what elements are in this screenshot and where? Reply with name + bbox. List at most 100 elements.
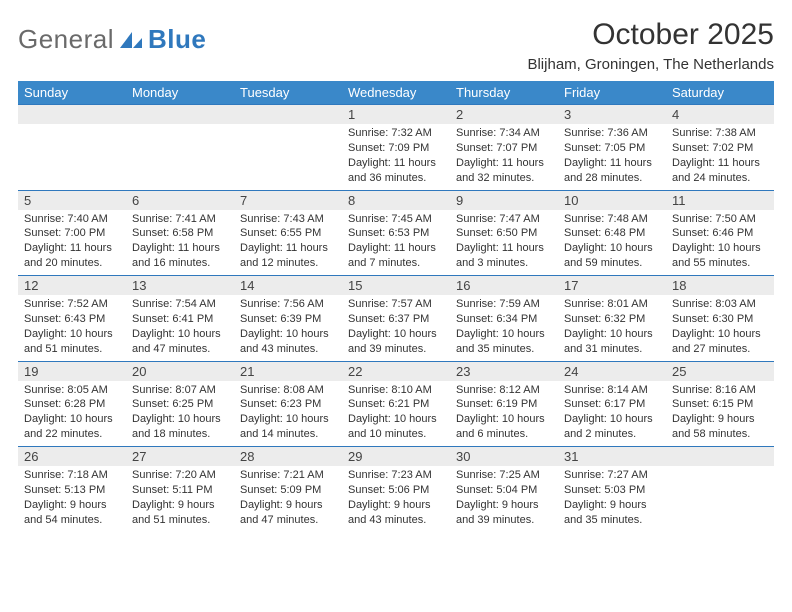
day-cell: Sunrise: 7:36 AMSunset: 7:05 PMDaylight:… [558,124,666,190]
sunset-text: Sunset: 5:04 PM [456,483,552,498]
sunrise-text: Sunrise: 7:36 AM [564,126,660,141]
day-number: 15 [342,276,450,295]
day-number-cell [666,447,774,467]
page-title: October 2025 [527,18,774,52]
weekday-header: Sunday [18,81,126,105]
day-number: 9 [450,191,558,210]
sunrise-text: Sunrise: 7:27 AM [564,468,660,483]
daylight-text: Daylight: 10 hours and 47 minutes. [132,327,228,357]
day-number-cell: 19 [18,361,126,381]
sunrise-text: Sunrise: 7:40 AM [24,212,120,227]
day-cell [18,124,126,190]
sunset-text: Sunset: 6:19 PM [456,397,552,412]
day-number: 28 [234,447,342,466]
day-cell: Sunrise: 7:34 AMSunset: 7:07 PMDaylight:… [450,124,558,190]
daylight-text: Daylight: 9 hours and 54 minutes. [24,498,120,528]
day-cell: Sunrise: 7:52 AMSunset: 6:43 PMDaylight:… [18,295,126,361]
daylight-text: Daylight: 10 hours and 14 minutes. [240,412,336,442]
day-number: 16 [450,276,558,295]
sunset-text: Sunset: 6:28 PM [24,397,120,412]
day-number: 30 [450,447,558,466]
sunrise-text: Sunrise: 8:07 AM [132,383,228,398]
day-cell: Sunrise: 7:57 AMSunset: 6:37 PMDaylight:… [342,295,450,361]
sunset-text: Sunset: 6:50 PM [456,226,552,241]
day-number: 10 [558,191,666,210]
daylight-text: Daylight: 11 hours and 3 minutes. [456,241,552,271]
logo-sail-icon [118,30,144,50]
sunset-text: Sunset: 7:09 PM [348,141,444,156]
sunset-text: Sunset: 6:37 PM [348,312,444,327]
day-number-cell: 21 [234,361,342,381]
sunrise-text: Sunrise: 8:05 AM [24,383,120,398]
day-cell: Sunrise: 8:10 AMSunset: 6:21 PMDaylight:… [342,381,450,447]
sunset-text: Sunset: 5:03 PM [564,483,660,498]
daylight-text: Daylight: 10 hours and 22 minutes. [24,412,120,442]
sunrise-text: Sunrise: 7:21 AM [240,468,336,483]
day-number-cell: 8 [342,190,450,210]
daylight-text: Daylight: 10 hours and 59 minutes. [564,241,660,271]
day-cell: Sunrise: 7:18 AMSunset: 5:13 PMDaylight:… [18,466,126,536]
daylight-text: Daylight: 10 hours and 10 minutes. [348,412,444,442]
daylight-text: Daylight: 10 hours and 6 minutes. [456,412,552,442]
day-number: 17 [558,276,666,295]
sunrise-text: Sunrise: 8:01 AM [564,297,660,312]
day-number: 2 [450,105,558,124]
sunset-text: Sunset: 5:09 PM [240,483,336,498]
weekday-header: Tuesday [234,81,342,105]
sunset-text: Sunset: 6:39 PM [240,312,336,327]
day-number: 14 [234,276,342,295]
daylight-text: Daylight: 10 hours and 31 minutes. [564,327,660,357]
day-number-cell [234,105,342,125]
daylight-text: Daylight: 10 hours and 35 minutes. [456,327,552,357]
sunset-text: Sunset: 6:15 PM [672,397,768,412]
day-number-cell: 10 [558,190,666,210]
day-cell [126,124,234,190]
day-number-cell: 13 [126,276,234,296]
day-cell: Sunrise: 8:05 AMSunset: 6:28 PMDaylight:… [18,381,126,447]
day-cell: Sunrise: 7:41 AMSunset: 6:58 PMDaylight:… [126,210,234,276]
day-number: 7 [234,191,342,210]
day-cell: Sunrise: 8:01 AMSunset: 6:32 PMDaylight:… [558,295,666,361]
day-number-cell: 16 [450,276,558,296]
day-cell: Sunrise: 7:21 AMSunset: 5:09 PMDaylight:… [234,466,342,536]
day-number-cell: 20 [126,361,234,381]
day-number: 25 [666,362,774,381]
day-cell: Sunrise: 7:50 AMSunset: 6:46 PMDaylight:… [666,210,774,276]
sunrise-text: Sunrise: 7:48 AM [564,212,660,227]
sunset-text: Sunset: 6:17 PM [564,397,660,412]
day-cell: Sunrise: 8:12 AMSunset: 6:19 PMDaylight:… [450,381,558,447]
day-cell: Sunrise: 7:56 AMSunset: 6:39 PMDaylight:… [234,295,342,361]
day-number: 8 [342,191,450,210]
sunrise-text: Sunrise: 7:50 AM [672,212,768,227]
day-cell: Sunrise: 8:03 AMSunset: 6:30 PMDaylight:… [666,295,774,361]
sunset-text: Sunset: 6:25 PM [132,397,228,412]
day-cell: Sunrise: 8:07 AMSunset: 6:25 PMDaylight:… [126,381,234,447]
sunrise-text: Sunrise: 7:38 AM [672,126,768,141]
daylight-text: Daylight: 11 hours and 24 minutes. [672,156,768,186]
day-cell: Sunrise: 7:32 AMSunset: 7:09 PMDaylight:… [342,124,450,190]
day-cell: Sunrise: 8:16 AMSunset: 6:15 PMDaylight:… [666,381,774,447]
day-number-cell: 22 [342,361,450,381]
sunrise-text: Sunrise: 7:57 AM [348,297,444,312]
day-cell: Sunrise: 7:59 AMSunset: 6:34 PMDaylight:… [450,295,558,361]
day-number: 18 [666,276,774,295]
sunset-text: Sunset: 5:06 PM [348,483,444,498]
sunrise-text: Sunrise: 7:54 AM [132,297,228,312]
sunset-text: Sunset: 7:02 PM [672,141,768,156]
sunset-text: Sunset: 6:41 PM [132,312,228,327]
day-number-cell: 31 [558,447,666,467]
day-number-cell: 24 [558,361,666,381]
daylight-text: Daylight: 9 hours and 51 minutes. [132,498,228,528]
sunrise-text: Sunrise: 8:14 AM [564,383,660,398]
day-number: 6 [126,191,234,210]
day-number-cell: 17 [558,276,666,296]
sunset-text: Sunset: 7:00 PM [24,226,120,241]
day-cell: Sunrise: 7:20 AMSunset: 5:11 PMDaylight:… [126,466,234,536]
day-cell: Sunrise: 7:23 AMSunset: 5:06 PMDaylight:… [342,466,450,536]
calendar-body: 1234Sunrise: 7:32 AMSunset: 7:09 PMDayli… [18,105,774,537]
day-number: 31 [558,447,666,466]
daylight-text: Daylight: 10 hours and 51 minutes. [24,327,120,357]
day-number-cell: 28 [234,447,342,467]
sunset-text: Sunset: 6:30 PM [672,312,768,327]
day-number: 19 [18,362,126,381]
